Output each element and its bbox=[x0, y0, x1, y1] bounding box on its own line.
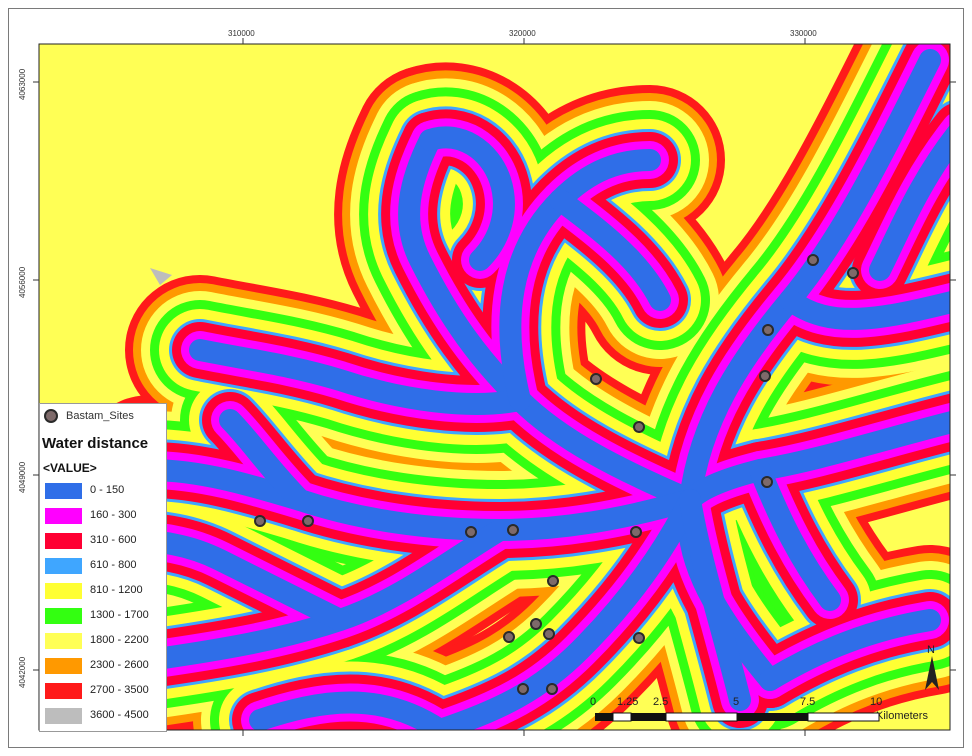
legend-swatch bbox=[45, 708, 82, 724]
legend-label: 1300 - 1700 bbox=[90, 609, 149, 621]
bastam-site-marker bbox=[507, 524, 519, 536]
y-tick-label: 4049000 bbox=[18, 461, 27, 493]
bastam-site-marker bbox=[759, 370, 771, 382]
bastam-site-marker bbox=[761, 476, 773, 488]
legend-item: 810 - 1200 bbox=[45, 581, 163, 601]
scale-label: 0 bbox=[590, 696, 597, 708]
y-tick-label: 4056000 bbox=[18, 266, 27, 298]
legend-title: Water distance bbox=[42, 435, 149, 452]
bastam-site-marker bbox=[807, 254, 819, 266]
legend-field: <VALUE> bbox=[43, 461, 97, 475]
legend-item: 1800 - 2200 bbox=[45, 631, 163, 651]
water-distance-zone bbox=[549, 189, 671, 311]
water-distance-zone bbox=[249, 691, 451, 730]
legend-swatch bbox=[45, 558, 82, 574]
legend-swatch bbox=[45, 683, 82, 699]
legend-swatch bbox=[45, 533, 82, 549]
legend-sites-entry: Bastam_Sites bbox=[44, 409, 134, 423]
legend-label: 0 - 150 bbox=[90, 484, 125, 496]
legend-sites-label: Bastam_Sites bbox=[66, 409, 134, 422]
legend-item: 3600 - 4500 bbox=[45, 706, 163, 726]
legend-item: 610 - 800 bbox=[45, 556, 163, 576]
bastam-site-marker bbox=[847, 267, 859, 279]
legend-swatch bbox=[45, 658, 82, 674]
legend-label: 810 - 1200 bbox=[90, 584, 143, 596]
map-legend: Bastam_Sites Water distance <VALUE> 0 - … bbox=[39, 403, 167, 732]
north-label: N bbox=[927, 644, 935, 656]
bastam-site-marker bbox=[302, 515, 314, 527]
scale-label: 7.5 bbox=[800, 696, 816, 708]
legend-item: 160 - 300 bbox=[45, 506, 163, 526]
legend-item: 1300 - 1700 bbox=[45, 606, 163, 626]
legend-item: 310 - 600 bbox=[45, 531, 163, 551]
bastam-site-marker bbox=[590, 373, 602, 385]
water-distance-zone bbox=[759, 609, 941, 691]
legend-swatch bbox=[45, 483, 82, 499]
legend-label: 160 - 300 bbox=[90, 509, 137, 521]
bastam-site-marker bbox=[633, 421, 645, 433]
water-distance-zone bbox=[679, 489, 751, 711]
y-tick-label: 4042000 bbox=[18, 656, 27, 688]
scale-bar-graphic bbox=[595, 712, 880, 722]
scale-label: 1.25 bbox=[617, 696, 639, 708]
water-distance-zone bbox=[499, 149, 661, 411]
bastam-site-marker bbox=[630, 526, 642, 538]
water-distance-zone bbox=[219, 409, 311, 511]
x-tick-label: 330000 bbox=[790, 29, 817, 38]
legend-item: 2700 - 3500 bbox=[45, 681, 163, 701]
legend-swatch bbox=[45, 583, 82, 599]
water-distance-zone bbox=[679, 411, 950, 511]
legend-swatch bbox=[45, 608, 82, 624]
bastam-site-marker bbox=[762, 324, 774, 336]
bastam-site-marker bbox=[530, 618, 542, 630]
bastam-site-marker bbox=[517, 683, 529, 695]
y-tick-label: 4063000 bbox=[18, 68, 27, 100]
water-distance-zone bbox=[398, 129, 701, 511]
x-tick-label: 310000 bbox=[228, 29, 255, 38]
water-distance-zone bbox=[139, 459, 701, 541]
legend-item: 0 - 150 bbox=[45, 481, 163, 501]
legend-label: 610 - 800 bbox=[90, 559, 137, 571]
water-distance-zone bbox=[419, 126, 515, 271]
water-distance-zone bbox=[869, 124, 950, 281]
bastam-site-marker bbox=[546, 683, 558, 695]
scale-label: 5 bbox=[733, 696, 740, 708]
legend-label: 310 - 600 bbox=[90, 534, 137, 546]
scale-bar: 0 1.25 2.5 5 7.5 10 Kilometers bbox=[590, 696, 928, 728]
water-distance-zone bbox=[189, 339, 531, 415]
max-distance-zone bbox=[150, 268, 172, 285]
legend-label: 2300 - 2600 bbox=[90, 659, 149, 671]
scale-unit: Kilometers bbox=[876, 710, 928, 722]
north-arrow-icon: N bbox=[921, 644, 943, 699]
legend-label: 2700 - 3500 bbox=[90, 684, 149, 696]
scale-label: 2.5 bbox=[653, 696, 669, 708]
legend-swatch bbox=[45, 508, 82, 524]
bastam-site-marker bbox=[543, 628, 555, 640]
bastam-site-marker bbox=[254, 515, 266, 527]
water-distance-zone bbox=[779, 289, 950, 330]
legend-item: 2300 - 2600 bbox=[45, 656, 163, 676]
scale-label: 10 bbox=[870, 696, 883, 708]
bastam-site-marker bbox=[465, 526, 477, 538]
legend-swatch bbox=[45, 633, 82, 649]
site-marker-icon bbox=[44, 409, 58, 423]
water-distance-zone bbox=[429, 489, 701, 730]
bastam-site-marker bbox=[547, 575, 559, 587]
x-tick-label: 320000 bbox=[509, 29, 536, 38]
bastam-site-marker bbox=[503, 631, 515, 643]
legend-label: 1800 - 2200 bbox=[90, 634, 149, 646]
bastam-site-marker bbox=[633, 632, 645, 644]
legend-label: 3600 - 4500 bbox=[90, 709, 149, 721]
